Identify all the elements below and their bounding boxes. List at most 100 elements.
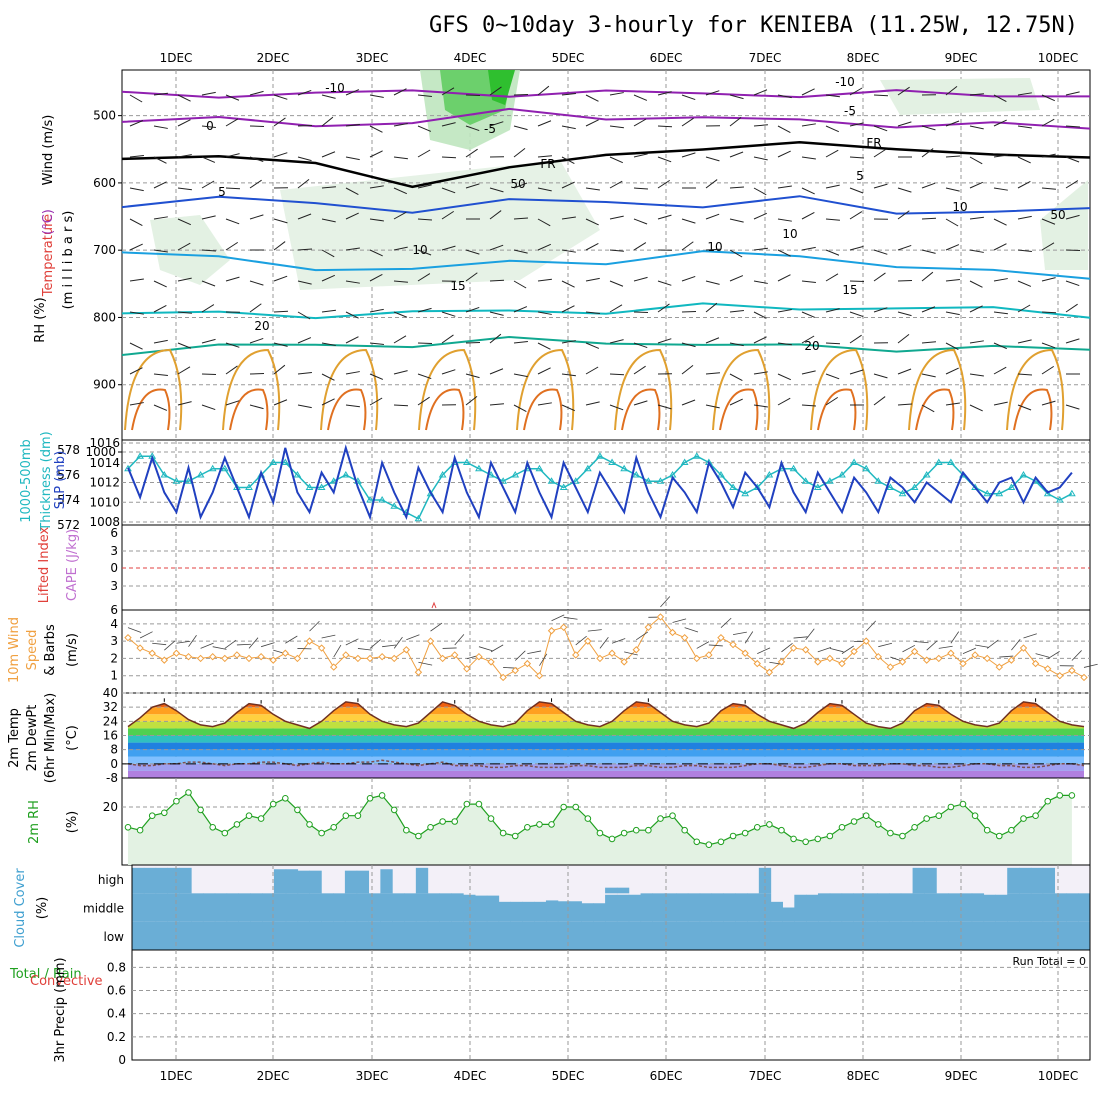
wind-barb-10m (236, 643, 251, 646)
rh-point (983, 826, 991, 834)
contour-label: 20 (804, 339, 819, 353)
precip-panel: Run Total = 0 0.8 0.6 0.4 0.2 0 (107, 949, 1091, 1067)
wind-barb (489, 210, 502, 220)
cloud-bar-high (167, 867, 180, 894)
wind-barb (681, 342, 696, 348)
wind-barb (825, 308, 840, 313)
wind-barb (897, 86, 910, 96)
contour-label: 15 (842, 283, 857, 297)
run-total: Run Total = 0 (1013, 955, 1087, 968)
cloud-bar-low (983, 921, 996, 950)
wind-barb (489, 187, 504, 193)
wind-barb (873, 183, 888, 189)
cloud-bar-low (474, 921, 488, 950)
cloud-bar-low (924, 921, 937, 950)
cloud-bar-middle (214, 893, 228, 922)
rh-shade (150, 215, 230, 285)
wind-barb-10m (720, 617, 732, 628)
wind-barb (537, 342, 551, 350)
wind-barb (537, 85, 550, 96)
slp-thickness-panel: 1008 1010 1012 1014 1016 572 574 576 578 (57, 436, 1091, 532)
wind-barb (273, 152, 288, 158)
wind-barb (489, 311, 504, 316)
rh-point (1008, 826, 1015, 834)
wind-barb (537, 243, 551, 251)
wind-speed-point (196, 654, 205, 663)
wind-barb (129, 367, 143, 375)
thickness-point (559, 483, 568, 490)
wind-barb (201, 304, 215, 313)
rh-point (257, 815, 265, 822)
wind-speed-point (1056, 672, 1064, 680)
wind-panel: 1 2 3 4 (110, 596, 1098, 694)
cloud-bar-low (368, 921, 381, 950)
temperature-contour-25 (124, 348, 183, 431)
wind-barb-10m (152, 642, 167, 646)
temp-band (128, 742, 1084, 750)
panel-label-wind: (m/s) (65, 633, 80, 667)
wind-barb (393, 404, 409, 407)
wind-barb-10m (285, 635, 298, 644)
lifted-index-panel: 6 3 0 3 6 (110, 524, 1091, 617)
chart-title: GFS 0~10day 3-hourly for KENIEBA (11.25W… (429, 13, 1078, 38)
rh-point (862, 812, 870, 820)
panel-label-wind: & Barbs (43, 624, 58, 676)
cloud-bar-low (344, 921, 358, 950)
wind-barb (561, 340, 576, 344)
wind-speed-point (221, 654, 229, 663)
wind-barb (489, 86, 502, 96)
cloud-bar-low (285, 921, 299, 950)
wind-barb (177, 277, 192, 282)
wind-tick-label: 4 (110, 617, 118, 631)
rh-point (136, 826, 144, 834)
cloud-bar-middle (936, 893, 949, 922)
wind-barb (393, 187, 407, 195)
wind-barb (1017, 156, 1031, 164)
rh-point (620, 829, 628, 837)
temp-tick-label: 16 (103, 729, 118, 743)
date-label-top: 8DEC (847, 51, 880, 65)
thickness-point (898, 489, 907, 497)
rh-point (415, 832, 422, 840)
wind-barb (921, 404, 935, 413)
wind-barb (465, 272, 478, 282)
wind-barb (1065, 156, 1080, 163)
wind-barb (177, 187, 192, 191)
wind-barb (609, 304, 623, 313)
thickness-point (293, 471, 302, 478)
cloud-bar-middle (451, 893, 464, 922)
cloud-bar-middle (498, 901, 511, 922)
thickness-point (438, 471, 447, 478)
rh-point (947, 803, 955, 811)
wind-barb (129, 94, 143, 103)
wind-barb (657, 156, 672, 163)
cloud-bar-middle (1007, 893, 1020, 922)
cloud-bar-low (380, 921, 393, 950)
wind-barb (441, 311, 456, 317)
cloud-bar-middle (569, 901, 582, 922)
wind-barb-10m (478, 646, 493, 652)
temperature-contour-25 (1006, 348, 1065, 431)
wind-barb (705, 90, 720, 96)
rh-point (850, 818, 858, 825)
wind-barb (801, 156, 816, 160)
wind-barb (537, 187, 552, 192)
wind-speed-point (862, 637, 870, 645)
rh-point (1032, 812, 1039, 820)
cloud-bar-middle (368, 893, 381, 922)
precip-tick-label: 0.2 (107, 1030, 126, 1044)
rh-point (197, 806, 204, 814)
wind-barb (489, 403, 504, 406)
wind-speed-point (438, 654, 447, 663)
thickness-point (487, 471, 495, 478)
rh-tick-label: 20 (103, 800, 118, 814)
wind-barb (969, 280, 983, 288)
wind-barb (753, 371, 768, 375)
wind-barb (297, 213, 312, 220)
contour-label: -5 (844, 104, 856, 118)
wind-barb (705, 302, 718, 313)
wind-barb-10m (248, 637, 259, 649)
cloud-bar-middle (959, 893, 973, 922)
wind-barb (993, 311, 1008, 315)
